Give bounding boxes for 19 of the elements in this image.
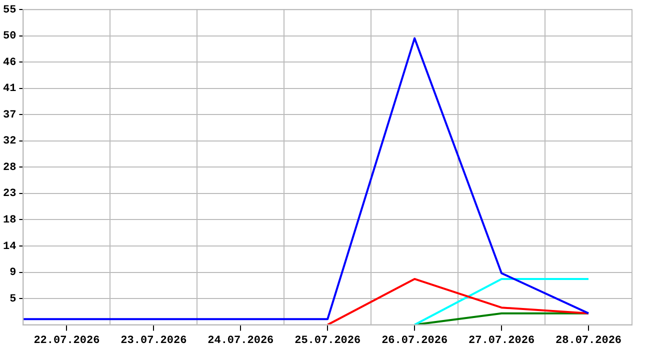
y-tick-label: 55 bbox=[3, 4, 17, 16]
y-tick-label: 37 bbox=[3, 109, 16, 122]
y-tick-label: 5 bbox=[10, 293, 17, 306]
x-tick-label: 28.07.2026 bbox=[556, 335, 622, 348]
x-tick-label: 26.07.2026 bbox=[382, 335, 448, 348]
y-tick-label: 23 bbox=[3, 188, 17, 200]
x-tick-label: 24.07.2026 bbox=[208, 335, 274, 348]
x-tick-label: 23.07.2026 bbox=[120, 335, 187, 348]
y-tick-label: 41 bbox=[3, 83, 17, 96]
y-tick-label: 18 bbox=[3, 214, 17, 226]
x-tick-label: 22.07.2026 bbox=[34, 335, 100, 348]
y-tick-label: 14 bbox=[3, 240, 17, 253]
y-tick-label: 28 bbox=[3, 162, 17, 174]
y-tick-label: 32 bbox=[3, 136, 16, 148]
y-tick-label: 46 bbox=[3, 56, 16, 69]
x-tick-label: 27.07.2026 bbox=[468, 335, 535, 348]
y-tick-label: 9 bbox=[10, 267, 16, 280]
y-tick-label: 50 bbox=[3, 30, 16, 43]
x-tick-label: 25.07.2026 bbox=[294, 335, 361, 348]
